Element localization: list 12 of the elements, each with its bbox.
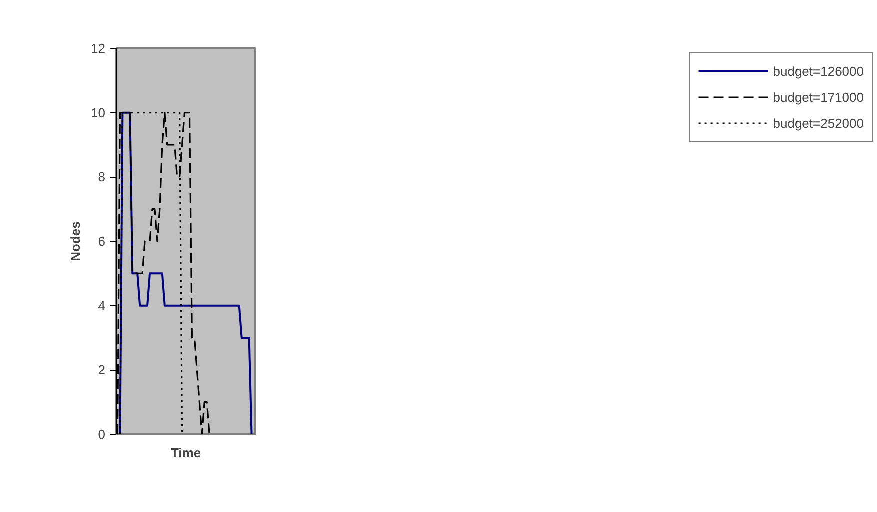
y-tick-label: 0 — [98, 427, 106, 442]
x-axis-title: Time — [170, 446, 202, 460]
y-axis-title: Nodes — [68, 222, 84, 262]
y-tick-label: 2 — [98, 362, 106, 378]
y-tick-label: 8 — [98, 170, 106, 185]
y-tick-label: 6 — [98, 234, 106, 249]
text: budget=126000 — [773, 64, 864, 78]
text: budget=252000 — [773, 116, 864, 130]
y-tick-label: 10 — [91, 105, 106, 120]
text: budget=171000 — [773, 90, 864, 104]
y-tick-label: 4 — [98, 298, 106, 314]
y-tick-label: 12 — [91, 41, 106, 56]
